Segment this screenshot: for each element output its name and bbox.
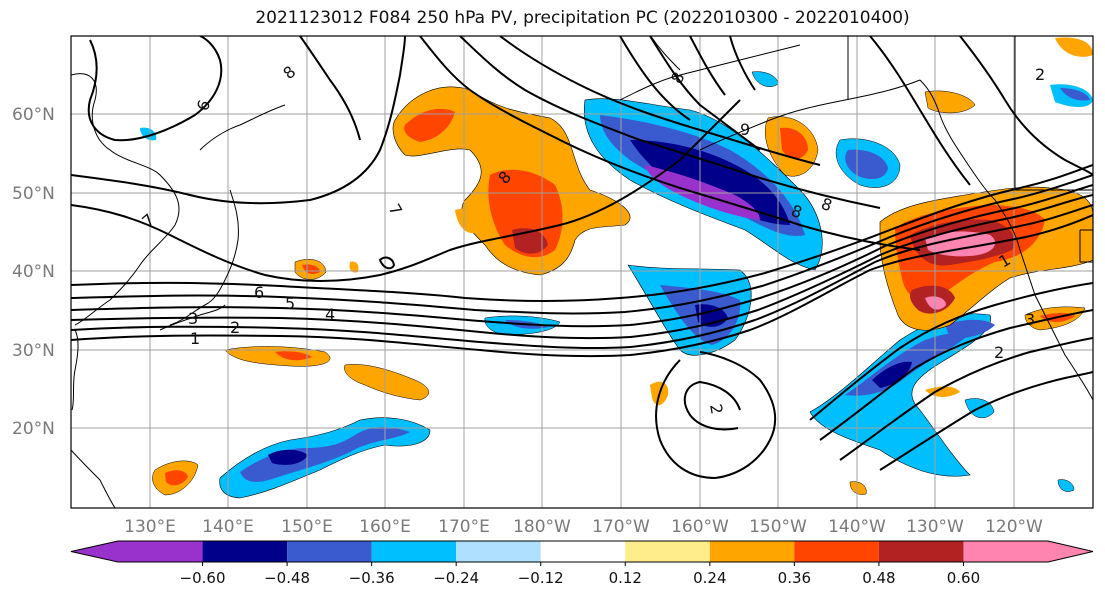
- contour-label: 3: [1025, 310, 1035, 329]
- lon-label: 140°E: [202, 517, 254, 537]
- contour-label: 3: [188, 309, 198, 328]
- lat-label: 20°N: [12, 419, 55, 439]
- pv-contours: [71, 36, 1093, 480]
- colorbar-tick-label: −0.36: [349, 569, 395, 587]
- negative-precip-anomaly-subtropical-band: [809, 313, 1075, 492]
- positive-precip-anomaly-subtropics: [152, 261, 960, 496]
- lon-label: 130°E: [124, 517, 176, 537]
- colorbar-tick-label: 0.60: [947, 569, 980, 587]
- lon-label: 170°E: [438, 517, 490, 537]
- colorbar-segment: [540, 541, 626, 562]
- colorbar-segment: [371, 541, 457, 562]
- contour-label: 4: [325, 305, 335, 324]
- map-gridlines: [71, 36, 1093, 508]
- lon-label: 150°E: [281, 517, 333, 537]
- colorbar-segment: [456, 541, 541, 562]
- map-frame: [70, 35, 1094, 509]
- latitude-labels: 60°N 50°N 40°N 30°N 20°N: [12, 105, 55, 439]
- longitude-labels: 130°E 140°E 150°E 160°E 170°E 180°W 170°…: [124, 517, 1043, 537]
- colorbar-tick-label: 0.12: [609, 569, 642, 587]
- colorbar-segment: [794, 541, 879, 562]
- colorbar-tick-label: −0.24: [433, 569, 479, 587]
- contour-label: 6: [254, 283, 264, 302]
- contour-label: 2: [230, 318, 240, 337]
- colorbar: [70, 540, 1094, 563]
- colorbar-outline: [70, 540, 1094, 563]
- colorbar-segment: [71, 541, 203, 562]
- colorbar-segment: [202, 541, 288, 562]
- colorbar-segment: [878, 541, 964, 562]
- lon-label: 160°E: [359, 517, 411, 537]
- contour-label: 5: [285, 294, 295, 313]
- coastlines: [71, 36, 1093, 508]
- lon-label: 130°W: [906, 517, 964, 537]
- colorbar-tick-label: 0.36: [778, 569, 811, 587]
- lon-label: 180°W: [513, 517, 571, 537]
- colorbar-tick-label: 0.48: [862, 569, 895, 587]
- contour-label: 2: [1035, 65, 1045, 84]
- colorbar-segment: [963, 541, 1093, 562]
- colorbar-segment: [625, 541, 710, 562]
- lat-label: 60°N: [12, 105, 55, 125]
- lon-label: 140°W: [828, 517, 886, 537]
- lon-label: 120°W: [985, 517, 1043, 537]
- lat-label: 40°N: [12, 262, 55, 282]
- colorbar-segment: [287, 541, 372, 562]
- contour-label: 2: [706, 402, 726, 415]
- contour-label: 1: [190, 329, 200, 348]
- map-title: 2021123012 F084 250 hPa PV, precipitatio…: [255, 8, 910, 28]
- lat-label: 30°N: [12, 341, 55, 361]
- colorbar-tick-label: −0.60: [180, 569, 226, 587]
- colorbar-tick-label: −0.12: [518, 569, 564, 587]
- colorbar-segment: [709, 541, 795, 562]
- positive-precip-anomaly-north-pacific: [294, 37, 1093, 280]
- colorbar-tick-label: 0.24: [693, 569, 726, 587]
- contour-label: 2: [994, 343, 1004, 362]
- lon-label: 150°W: [749, 517, 807, 537]
- contour-label: 9: [740, 120, 750, 139]
- colorbar-tick-labels: −0.60 −0.48 −0.36 −0.24 −0.12 0.12 0.24 0.36 0.4…: [180, 562, 980, 587]
- colorbar-tick-label: −0.48: [264, 569, 310, 587]
- lat-label: 50°N: [12, 184, 55, 204]
- lon-label: 160°W: [671, 517, 729, 537]
- lon-label: 170°W: [592, 517, 650, 537]
- negative-precip-anomaly-west-pacific: [219, 417, 431, 499]
